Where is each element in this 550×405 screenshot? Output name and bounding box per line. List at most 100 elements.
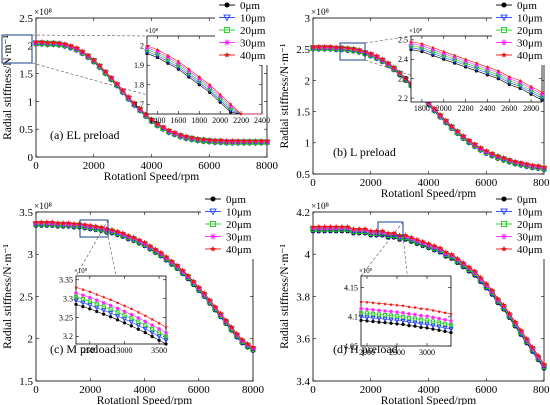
- y-tick-label: 3.8: [296, 291, 310, 303]
- x-tick-label: 2000: [212, 116, 228, 125]
- marker-circle: [129, 324, 133, 328]
- series-4: [409, 39, 544, 94]
- series-line: [75, 296, 167, 337]
- marker-pentagram: [339, 223, 345, 230]
- marker-star-stroke: [157, 327, 161, 331]
- axis-multiplier: ×10⁸: [311, 202, 329, 212]
- marker-star: [501, 39, 507, 46]
- marker-triangle: [149, 330, 155, 336]
- x-tick-label: 0: [33, 160, 39, 172]
- marker-star-stroke: [449, 319, 453, 323]
- marker-pentagram: [362, 225, 368, 232]
- marker-pentagram: [33, 219, 39, 225]
- marker-circle: [501, 196, 507, 202]
- y-tick-label: 1.5: [19, 376, 33, 388]
- y-tick-label: 1.5: [296, 106, 310, 118]
- marker-triangle: [452, 59, 458, 65]
- series-line: [360, 316, 452, 330]
- marker-circle: [150, 334, 154, 339]
- marker-star: [377, 308, 381, 313]
- marker-pentagram: [327, 43, 334, 50]
- marker-star: [419, 313, 423, 318]
- marker-pentagram: [395, 303, 399, 307]
- marker-pentagram: [137, 105, 143, 112]
- marker-pentagram: [315, 223, 322, 230]
- marker-pentagram: [85, 52, 91, 58]
- marker-pentagram: [223, 137, 230, 144]
- x-tick-label: 0: [310, 177, 316, 189]
- marker-star-stroke: [136, 316, 140, 320]
- marker-pentagram: [164, 325, 168, 329]
- marker-pentagram: [73, 45, 80, 51]
- marker-pentagram: [356, 225, 362, 232]
- marker-pentagram: [402, 74, 409, 81]
- marker-pentagram: [333, 223, 339, 230]
- marker-triangle: [87, 303, 93, 308]
- marker-pentagram: [477, 274, 484, 280]
- marker-pentagram: [460, 133, 466, 139]
- marker-pentagram: [327, 223, 334, 230]
- marker-triangle: [196, 80, 202, 86]
- x-tick-label: 6000: [475, 177, 498, 189]
- x-tick-label: 8000: [242, 384, 265, 396]
- marker-pentagram: [512, 318, 518, 325]
- marker-circle: [81, 304, 85, 309]
- series-2: [73, 294, 169, 339]
- marker-triangle: [101, 308, 107, 314]
- marker-pentagram: [74, 285, 78, 289]
- marker-pentagram: [81, 287, 85, 292]
- marker-pentagram: [407, 304, 411, 309]
- x-tick-label: 2200: [233, 116, 249, 125]
- y-tick-label: 2.3: [398, 75, 408, 84]
- marker-star-stroke: [389, 309, 393, 314]
- marker-pentagram: [367, 228, 374, 234]
- marker-pentagram: [109, 226, 115, 233]
- marker-circle: [95, 309, 99, 314]
- marker-pentagram: [108, 297, 113, 302]
- axis-multiplier: ×10⁸: [34, 202, 52, 212]
- marker-pentagram: [168, 258, 175, 264]
- marker-triangle: [448, 327, 454, 332]
- marker-circle: [122, 321, 127, 325]
- marker-pentagram: [136, 236, 142, 243]
- marker-pentagram: [414, 236, 420, 242]
- y-tick-label: 3: [305, 13, 311, 25]
- marker-pentagram: [102, 68, 109, 74]
- chart-panel-3: 020004000600080003.43.63.844.2×10⁸Rotati…: [279, 193, 550, 405]
- marker-triangle: [142, 326, 148, 332]
- marker-star-stroke: [224, 40, 230, 45]
- marker-pentagram: [258, 137, 265, 144]
- marker-pentagram: [244, 340, 251, 347]
- marker-pentagram: [350, 225, 357, 232]
- marker-pentagram: [367, 50, 374, 56]
- marker-circle: [413, 324, 417, 328]
- marker-star: [431, 315, 435, 320]
- marker-pentagram: [431, 242, 438, 249]
- marker-triangle: [163, 338, 169, 344]
- marker-square: [94, 301, 99, 307]
- x-tick-label: 2500: [389, 348, 405, 357]
- marker-pentagram: [92, 223, 99, 229]
- marker-pentagram: [454, 255, 461, 261]
- marker-star: [224, 39, 230, 46]
- marker-pentagram: [471, 141, 478, 147]
- marker-star-stroke: [401, 311, 405, 315]
- y-tick-label: 2.5: [19, 13, 33, 25]
- marker-pentagram: [529, 344, 536, 350]
- marker-star-stroke: [395, 310, 399, 314]
- series-4: [33, 38, 270, 144]
- marker-circle: [419, 325, 423, 329]
- x-tick-label: 6000: [188, 384, 211, 396]
- marker-circle: [164, 342, 168, 346]
- marker-square: [157, 330, 162, 335]
- y-tick-label: 2.4: [398, 55, 408, 64]
- series-line: [360, 301, 452, 315]
- marker-pentagram: [44, 219, 50, 225]
- marker-circle: [431, 327, 435, 331]
- marker-pentagram: [541, 361, 547, 367]
- marker-pentagram: [141, 239, 148, 245]
- x-tick-label: 1400: [149, 116, 165, 125]
- marker-star-stroke: [425, 314, 429, 318]
- series-4: [310, 223, 547, 367]
- marker-pentagram: [463, 57, 468, 61]
